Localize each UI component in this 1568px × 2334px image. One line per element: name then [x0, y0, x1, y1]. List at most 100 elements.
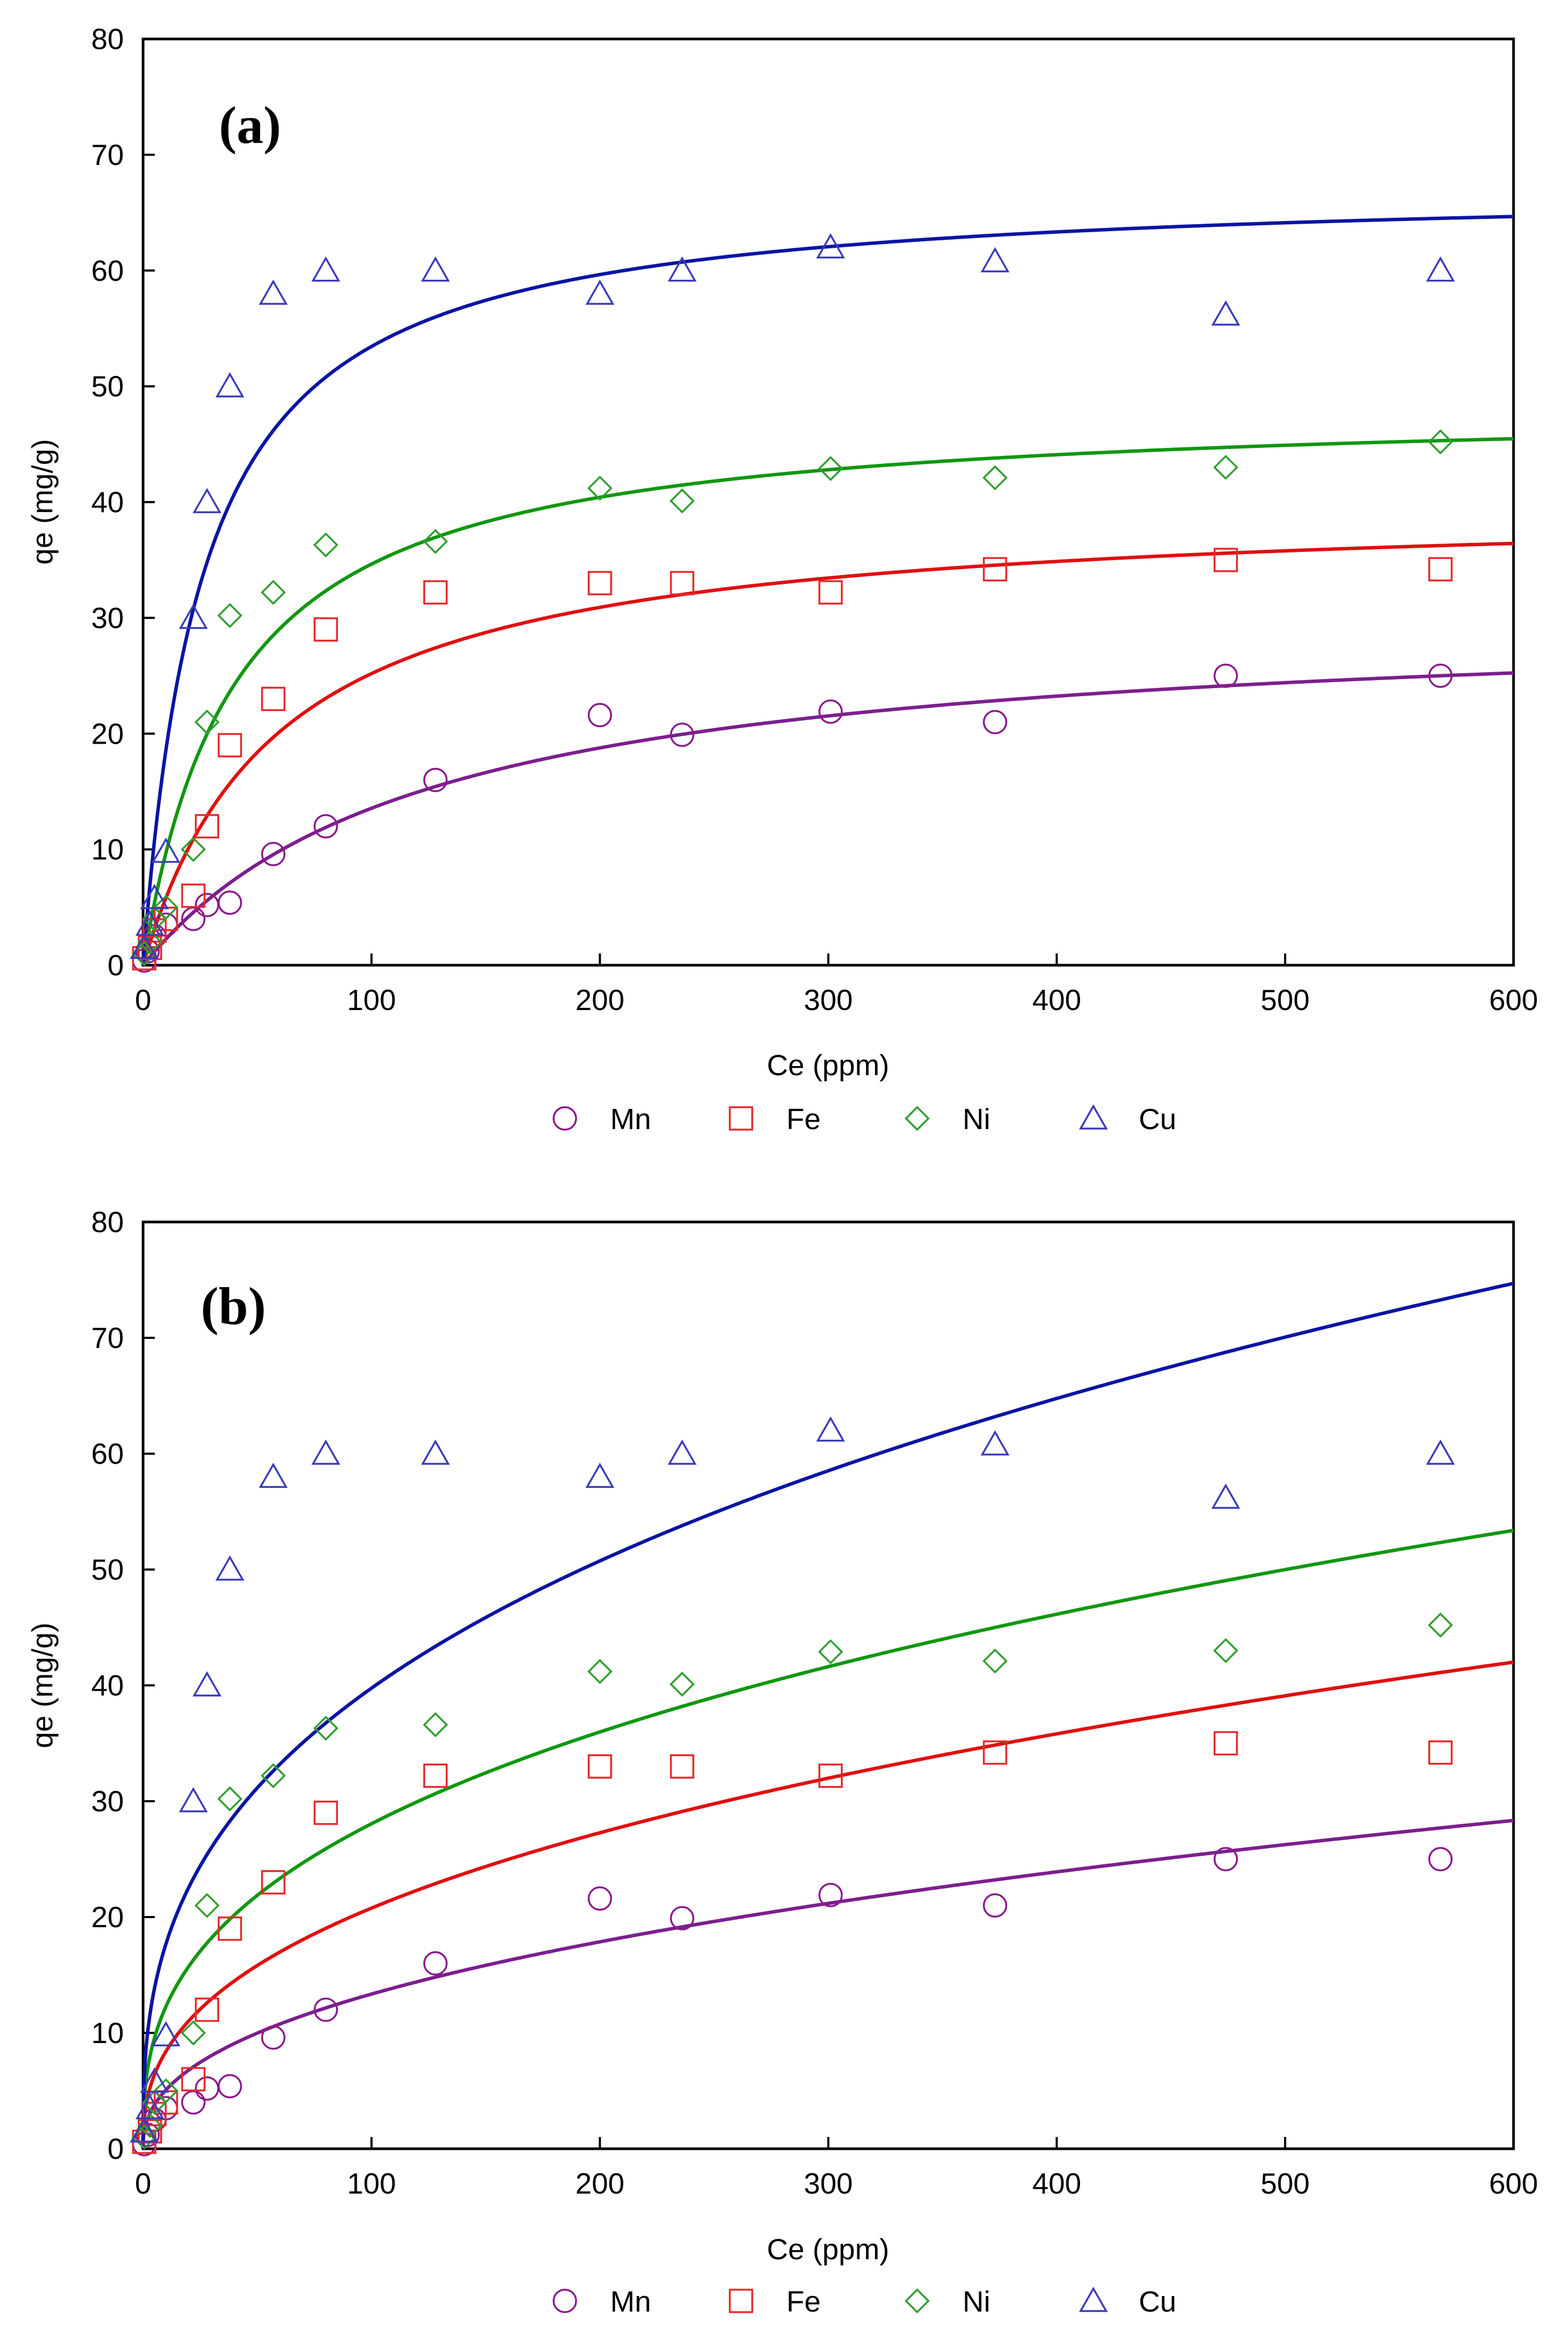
point-mn: [181, 2090, 206, 2115]
x-tick-label: 500: [1260, 983, 1310, 1016]
point-mn: [1428, 1847, 1453, 1872]
point-ni: [982, 465, 1008, 491]
point-mn: [195, 2076, 219, 2101]
x-axis-label: Ce (ppm): [767, 1048, 889, 1082]
point-cu: [421, 1439, 450, 1465]
point-cu: [311, 256, 341, 282]
point-fe: [181, 2067, 206, 2092]
point-ni: [423, 1712, 448, 1738]
legend-label: Cu: [1139, 2285, 1176, 2318]
legend-label: Cu: [1139, 1102, 1176, 1136]
fit-curve-cu: [141, 1281, 1514, 2149]
legend-item-fe: Fe: [729, 2285, 821, 2318]
point-cu: [1426, 1439, 1455, 1465]
data-points: [130, 1416, 1455, 2157]
point-fe: [313, 617, 338, 642]
point-mn: [669, 722, 695, 747]
plot-frame: [141, 37, 1515, 967]
point-cu: [179, 603, 208, 629]
point-fe: [195, 814, 219, 839]
point-mn: [313, 814, 338, 839]
point-cu: [215, 372, 245, 398]
point-cu: [130, 2117, 159, 2143]
point-fe: [983, 1740, 1007, 1765]
point-cu: [192, 1671, 222, 1697]
legend-item-cu: Cu: [1078, 1102, 1176, 1136]
point-cu: [192, 487, 222, 514]
x-tick-label: 400: [1032, 983, 1081, 1016]
legend-label: Fe: [786, 2285, 821, 2318]
fit-curve-ni: [141, 437, 1514, 967]
y-tick-label: 10: [91, 2016, 124, 2049]
panel-b: 0 100 200 300 400 500 600 0 10 20 30 40 50 60 70 80 (b)…: [26, 1205, 1538, 2318]
legend-marker: [729, 1106, 753, 1131]
data-points: [130, 233, 1455, 973]
point-fe: [181, 884, 206, 908]
point-cu: [980, 247, 1010, 273]
x-tick-label: 0: [135, 2167, 152, 2200]
point-cu: [140, 2067, 169, 2093]
x-axis-label: Ce (ppm): [767, 2233, 889, 2266]
x-tick-label: 300: [804, 983, 853, 1016]
point-ni: [217, 603, 243, 628]
legend-label: Ni: [963, 1102, 990, 1136]
point-fe: [1428, 1740, 1453, 1765]
point-ni: [153, 895, 179, 920]
legend-item-fe: Fe: [729, 1102, 821, 1136]
y-tick-label: 30: [91, 1785, 124, 1818]
y-tick-label: 10: [91, 833, 124, 866]
point-ni: [1428, 429, 1453, 455]
point-ni: [1213, 454, 1239, 480]
point-cu: [667, 1439, 697, 1465]
point-ni: [180, 2020, 206, 2046]
point-cu: [816, 233, 845, 259]
point-fe: [1214, 548, 1238, 572]
plot-frame: [141, 1220, 1515, 2150]
point-cu: [130, 933, 159, 959]
y-tick-label: 0: [107, 949, 124, 982]
point-fe: [1214, 1731, 1238, 1756]
y-tick-label: 0: [107, 2132, 124, 2165]
fit-curve-cu: [141, 215, 1514, 967]
y-axis-label: qe (mg/g): [26, 1622, 59, 1748]
legend-marker: [553, 2289, 577, 2313]
point-ni: [153, 2078, 179, 2103]
point-ni: [1213, 1638, 1239, 1663]
point-cu: [135, 2094, 164, 2119]
legend-item-mn: Mn: [553, 2285, 651, 2318]
point-cu: [215, 1555, 245, 1581]
point-mn: [818, 699, 843, 724]
y-tick-label: 50: [91, 370, 124, 403]
x-tick-label: 600: [1489, 2167, 1538, 2200]
x-tick-label: 200: [576, 2167, 625, 2200]
point-fe: [261, 1870, 286, 1895]
y-tick-label: 20: [91, 1901, 124, 1934]
panel-label: (a): [219, 96, 281, 155]
point-mn: [669, 1906, 695, 1930]
legend: Mn Fe Ni Cu: [553, 2285, 1176, 2318]
x-tick-label: 100: [347, 2167, 396, 2200]
point-ni: [587, 1659, 613, 1684]
point-ni: [669, 1671, 695, 1697]
point-mn: [217, 890, 242, 915]
point-mn: [1214, 1847, 1238, 1872]
point-fe: [818, 580, 843, 605]
point-fe: [669, 1754, 695, 1779]
point-cu: [816, 1416, 845, 1442]
fit-curve-fe: [141, 541, 1514, 967]
point-ni: [818, 456, 844, 482]
x-tick-label: 0: [135, 983, 152, 1016]
point-fe: [587, 1754, 612, 1779]
point-fe: [195, 1997, 219, 2022]
y-tick-label: 60: [91, 254, 124, 287]
fit-curves: [141, 1281, 1514, 2149]
point-mn: [217, 2074, 242, 2099]
point-mn: [423, 768, 448, 792]
point-cu: [258, 1462, 288, 1488]
legend-label: Mn: [610, 2285, 651, 2318]
point-ni: [1428, 1612, 1453, 1638]
point-fe: [818, 1763, 843, 1788]
legend-item-mn: Mn: [553, 1102, 651, 1136]
y-tick-label: 70: [91, 138, 124, 171]
